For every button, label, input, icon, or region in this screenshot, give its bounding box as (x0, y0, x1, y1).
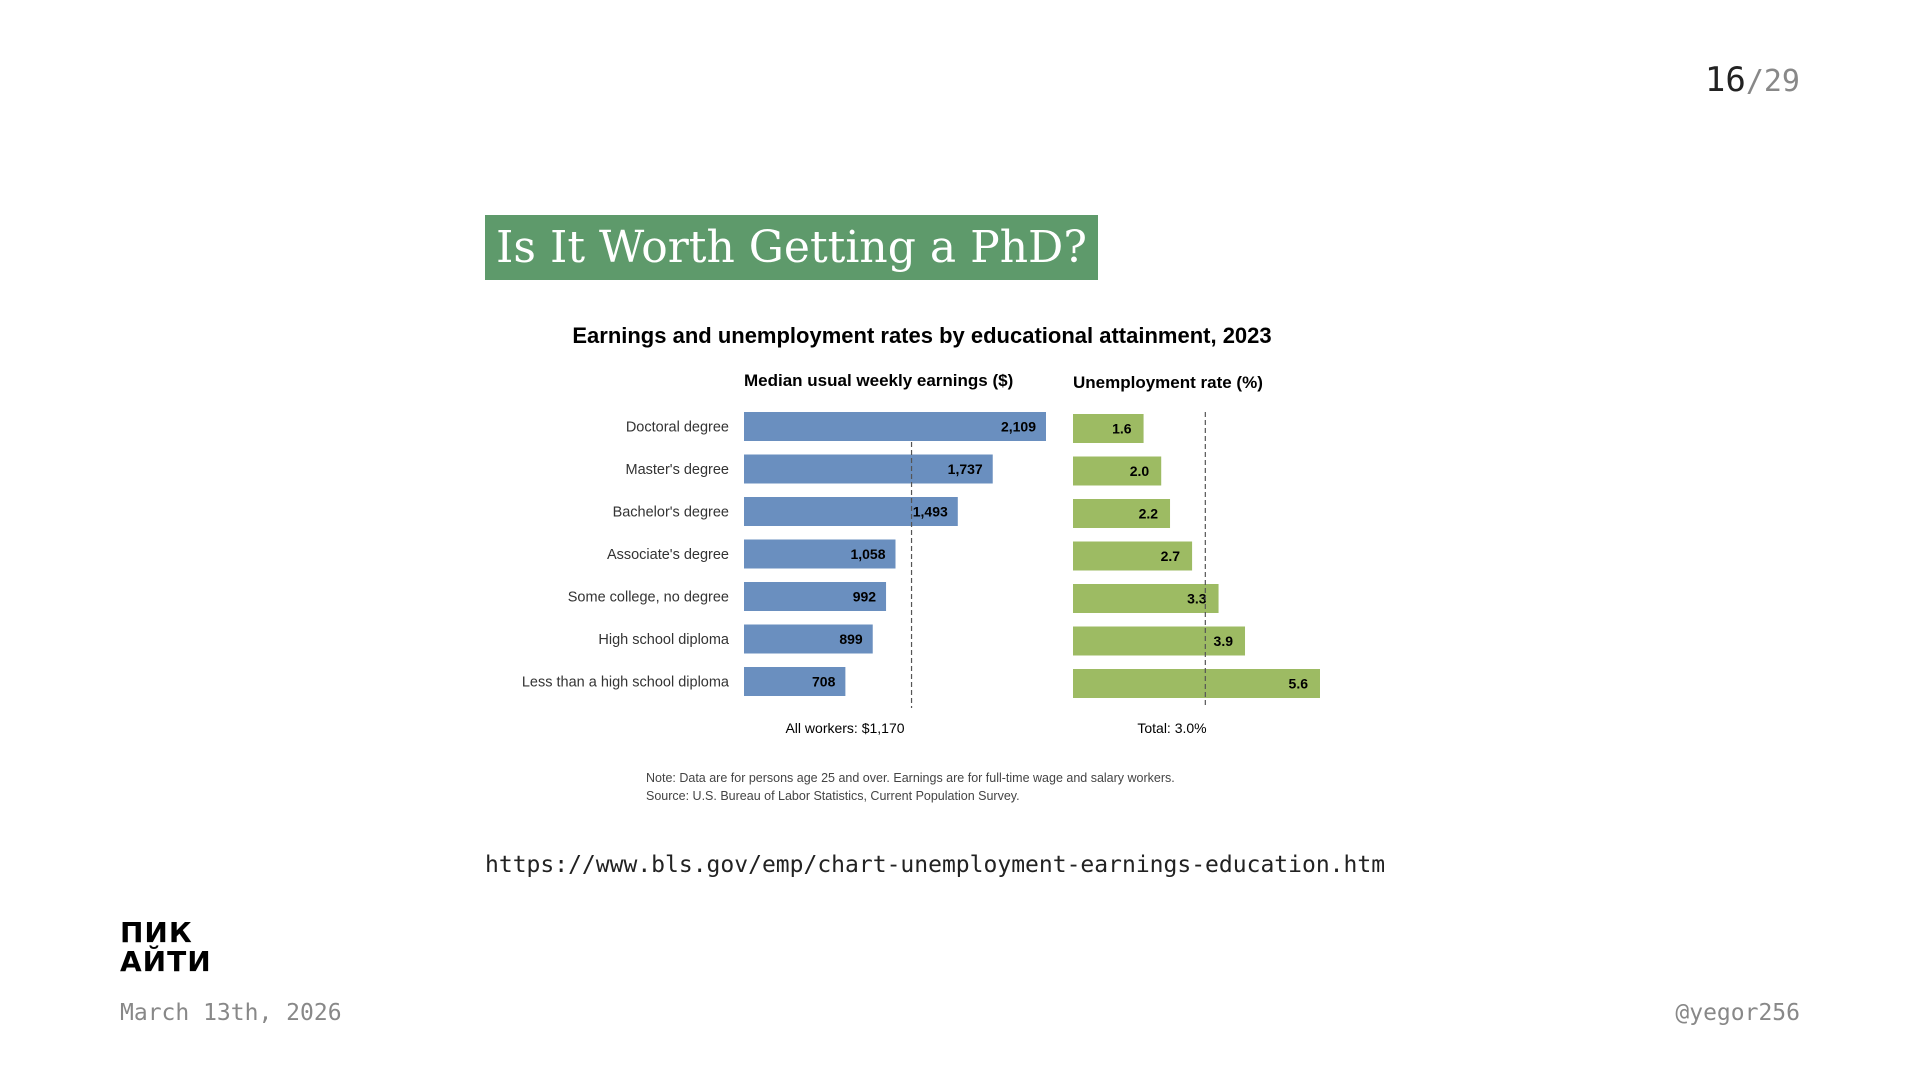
unemployment-value-label: 2.0 (1130, 463, 1150, 479)
earnings-bar (744, 582, 887, 611)
category-label: Associate's degree (607, 547, 729, 563)
unemployment-value-label: 5.6 (1289, 676, 1309, 692)
unemployment-value-label: 2.2 (1139, 506, 1159, 522)
category-label: Some college, no degree (568, 590, 729, 606)
page-total: /29 (1745, 64, 1800, 99)
earnings-value-label: 1,493 (913, 504, 948, 520)
earnings-value-label: 899 (839, 631, 863, 647)
logo-line-1: ПИК (120, 916, 193, 949)
earnings-bar (744, 497, 958, 526)
unemployment-bar (1073, 541, 1193, 571)
unemployment-panel-title: Unemployment rate (%) (1073, 373, 1263, 392)
category-label: Master's degree (625, 462, 729, 478)
chart-note: Note: Data are for persons age 25 and ov… (646, 771, 1175, 785)
unemployment-bars: 1.6 2.0 2.2 2.7 3.3 3.9 5.6 (1073, 414, 1320, 698)
unemployment-value-label: 2.7 (1161, 548, 1181, 564)
category-label: High school diploma (598, 632, 730, 648)
unemployment-value-label: 3.3 (1187, 591, 1207, 607)
earnings-value-label: 708 (812, 674, 836, 690)
earnings-reference-label: All workers: $1,170 (785, 720, 904, 736)
category-label: Doctoral degree (626, 420, 729, 436)
earnings-value-label: 2,109 (1001, 419, 1036, 435)
unemployment-bar (1073, 499, 1171, 528)
earnings-bar (744, 624, 873, 654)
category-labels: Doctoral degree Master's degree Bachelor's… (522, 420, 730, 691)
category-label: Less than a high school diploma (522, 675, 730, 691)
chart-title: Earnings and unemployment rates by educa… (572, 323, 1271, 348)
chart-source: Source: U.S. Bureau of Labor Statistics,… (646, 789, 1020, 803)
footer-handle: @yegor256 (1675, 1000, 1800, 1026)
unemployment-value-label: 1.6 (1112, 421, 1132, 437)
page-counter: 16/29 (1705, 60, 1800, 100)
unemployment-value-label: 3.9 (1214, 633, 1234, 649)
earnings-value-label: 1,058 (850, 546, 885, 562)
category-label: Bachelor's degree (613, 505, 729, 521)
logo-line-2: АЙТИ (120, 945, 212, 978)
earnings-panel-title: Median usual weekly earnings ($) (744, 371, 1013, 390)
source-url[interactable]: https://www.bls.gov/emp/chart-unemployme… (485, 852, 1386, 878)
earnings-bar (744, 667, 846, 696)
earnings-value-label: 992 (853, 589, 877, 605)
earnings-bar (744, 412, 1046, 441)
earnings-bar (744, 454, 993, 484)
page-current: 16 (1704, 60, 1746, 100)
earnings-bars: 2,109 1,737 1,493 1,058 992 899 708 (744, 412, 1046, 696)
slide-title: Is It Worth Getting a PhD? (485, 215, 1098, 280)
unemployment-bar (1073, 669, 1320, 698)
unemployment-bar (1073, 414, 1144, 443)
unemployment-bar (1073, 584, 1219, 613)
unemployment-bar (1073, 626, 1246, 656)
earnings-bar (744, 539, 896, 569)
earnings-value-label: 1,737 (948, 461, 983, 477)
logo: ПИК АЙТИ (120, 918, 285, 976)
footer-date: March 13th, 2026 (120, 1000, 342, 1026)
unemployment-bar (1073, 456, 1162, 486)
unemployment-reference-label: Total: 3.0% (1137, 720, 1206, 736)
